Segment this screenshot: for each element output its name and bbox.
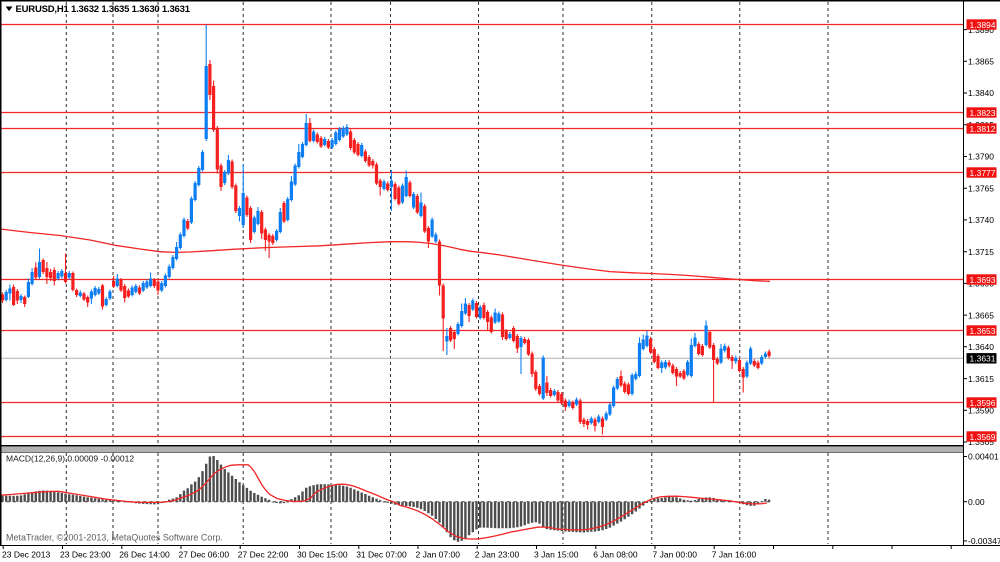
svg-text:MetaTrader, ©2001-2013, MetaQu: MetaTrader, ©2001-2013, MetaQuotes Softw… [6,533,223,543]
svg-text:31 Dec 07:00: 31 Dec 07:00 [356,550,407,560]
svg-text:1.3596: 1.3596 [970,398,996,408]
svg-text:1.3615: 1.3615 [968,374,994,384]
svg-text:27 Dec 22:00: 27 Dec 22:00 [238,550,289,560]
svg-text:-0.00347: -0.00347 [968,536,1000,546]
svg-text:MACD(12,26,9) 0.00009 -0.00012: MACD(12,26,9) 0.00009 -0.00012 [6,454,134,464]
svg-text:1.3823: 1.3823 [970,108,996,118]
svg-text:23 Dec 23:00: 23 Dec 23:00 [60,550,111,560]
svg-text:1.3777: 1.3777 [970,168,996,178]
svg-text:0.00401: 0.00401 [968,452,999,462]
svg-text:1.3765: 1.3765 [968,183,994,193]
svg-text:1.3740: 1.3740 [968,215,994,225]
svg-text:6 Jan 08:00: 6 Jan 08:00 [593,550,638,560]
svg-text:3 Jan 15:00: 3 Jan 15:00 [534,550,579,560]
svg-text:0.00: 0.00 [968,497,985,507]
svg-text:1.3890: 1.3890 [968,25,994,35]
svg-text:1.3715: 1.3715 [968,247,994,257]
svg-text:1.3565: 1.3565 [968,437,994,447]
svg-text:7 Jan 00:00: 7 Jan 00:00 [653,550,698,560]
svg-text:1.3693: 1.3693 [970,275,996,285]
svg-text:7 Jan 16:00: 7 Jan 16:00 [712,550,757,560]
svg-text:1.3840: 1.3840 [968,88,994,98]
svg-text:27 Dec 06:00: 27 Dec 06:00 [179,550,230,560]
svg-text:1.3640: 1.3640 [968,342,994,352]
svg-text:1.3790: 1.3790 [968,152,994,162]
svg-text:2 Jan 07:00: 2 Jan 07:00 [416,550,461,560]
svg-text:1.3665: 1.3665 [968,310,994,320]
svg-text:1.3590: 1.3590 [968,406,994,416]
svg-text:1.3631: 1.3631 [970,354,996,364]
svg-text:1.3894: 1.3894 [970,20,996,30]
svg-text:1.3812: 1.3812 [970,124,996,134]
svg-text:1.3653: 1.3653 [970,326,996,336]
svg-text:23 Dec 2013: 23 Dec 2013 [2,550,50,560]
svg-text:EURUSD,H1 1.3632 1.3635 1.363: EURUSD,H1 1.3632 1.3635 1.3630 1.3631 [16,4,191,15]
svg-text:30 Dec 15:00: 30 Dec 15:00 [297,550,348,560]
svg-text:1.3569: 1.3569 [970,432,996,442]
svg-text:2 Jan 23:00: 2 Jan 23:00 [475,550,520,560]
svg-text:26 Dec 14:00: 26 Dec 14:00 [119,550,170,560]
svg-text:1.3865: 1.3865 [968,57,994,67]
